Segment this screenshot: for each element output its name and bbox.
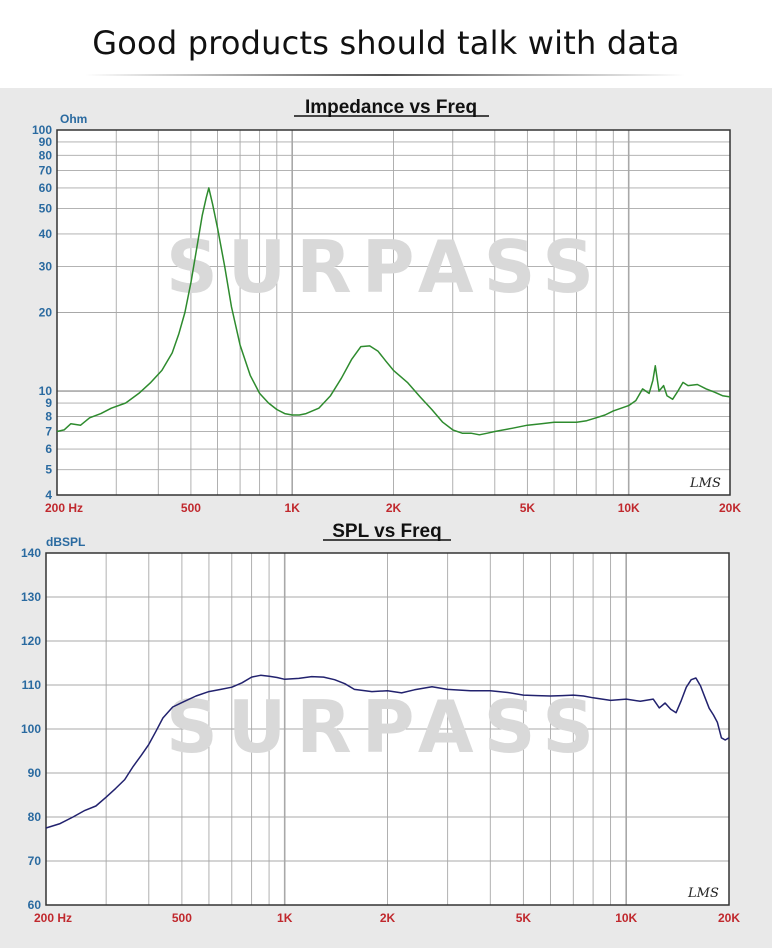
spl-y-tick-label: 120 — [21, 634, 41, 648]
spl-y-tick-label: 100 — [21, 722, 41, 736]
spl-x-tick-label: 200 Hz — [34, 911, 72, 925]
impedance-chart-title: Impedance vs Freq — [305, 97, 477, 118]
impedance-x-ticks: 200 Hz 500 1K 2K 5K 10K 20K — [45, 501, 741, 515]
spl-y-tick-label: 70 — [28, 854, 42, 868]
impedance-y-unit-label: Ohm — [60, 112, 87, 126]
impedance-y-tick-label: 70 — [39, 163, 53, 177]
spl-x-ticks: 200 Hz 500 1K 2K 5K 10K 20K — [34, 911, 740, 925]
impedance-y-tick-label: 10 — [39, 384, 53, 398]
impedance-y-tick-label: 8 — [45, 409, 52, 423]
impedance-x-tick-label: 1K — [285, 501, 301, 515]
spl-lms-mark: LMS — [687, 886, 719, 901]
headline-divider — [85, 74, 685, 76]
impedance-x-tick-label: 20K — [719, 501, 741, 515]
spl-y-ticks: 140 130 120 110 100 90 80 70 60 — [21, 546, 41, 912]
impedance-watermark: SURPASS — [166, 225, 604, 309]
impedance-y-tick-label: 30 — [39, 260, 53, 274]
spl-y-tick-label: 130 — [21, 590, 41, 604]
impedance-y-tick-label: 80 — [39, 148, 53, 162]
impedance-y-tick-label: 40 — [39, 227, 53, 241]
spl-y-tick-label: 60 — [28, 898, 42, 912]
spl-y-tick-label: 80 — [28, 810, 42, 824]
impedance-y-tick-label: 100 — [32, 123, 52, 137]
impedance-x-tick-label: 200 Hz — [45, 501, 83, 515]
spl-plot-frame — [45, 552, 730, 906]
spl-grid — [46, 553, 729, 905]
page-headline: Good products should talk with data — [92, 24, 680, 62]
impedance-y-tick-label: 9 — [45, 396, 52, 410]
impedance-y-tick-label: 7 — [45, 425, 52, 439]
impedance-y-tick-label: 20 — [39, 306, 53, 320]
spl-watermark: SURPASS — [166, 685, 604, 769]
spl-chart: SPL vs Freq dBSPL SURPASS 140 130 120 110 10… — [21, 521, 740, 925]
impedance-x-tick-label: 500 — [181, 501, 201, 515]
impedance-x-tick-label: 2K — [386, 501, 402, 515]
spl-chart-title: SPL vs Freq — [332, 521, 441, 542]
impedance-plot-frame — [56, 129, 731, 496]
spl-x-tick-label: 2K — [380, 911, 396, 925]
impedance-curve — [56, 187, 731, 436]
spl-x-tick-label: 1K — [277, 911, 293, 925]
impedance-y-tick-label: 60 — [39, 181, 53, 195]
impedance-y-tick-label: 90 — [39, 135, 53, 149]
impedance-x-tick-label: 5K — [520, 501, 536, 515]
spl-y-tick-label: 90 — [28, 766, 42, 780]
spl-y-unit-label: dBSPL — [46, 535, 85, 549]
impedance-series — [56, 187, 731, 436]
impedance-y-tick-label: 5 — [45, 463, 52, 477]
impedance-y-tick-label: 6 — [45, 442, 52, 456]
impedance-y-tick-label: 4 — [45, 488, 52, 502]
spl-y-tick-label: 110 — [22, 678, 42, 692]
impedance-lms-mark: LMS — [689, 476, 721, 491]
spl-series — [45, 674, 730, 829]
impedance-x-tick-label: 10K — [618, 501, 640, 515]
spl-x-tick-label: 10K — [615, 911, 637, 925]
impedance-y-tick-label: 50 — [39, 202, 53, 216]
spl-x-tick-label: 500 — [172, 911, 192, 925]
impedance-grid — [57, 130, 730, 495]
spl-y-tick-label: 140 — [21, 546, 41, 560]
spl-x-tick-label: 5K — [516, 911, 532, 925]
spl-x-tick-label: 20K — [718, 911, 740, 925]
spl-curve — [45, 674, 730, 829]
